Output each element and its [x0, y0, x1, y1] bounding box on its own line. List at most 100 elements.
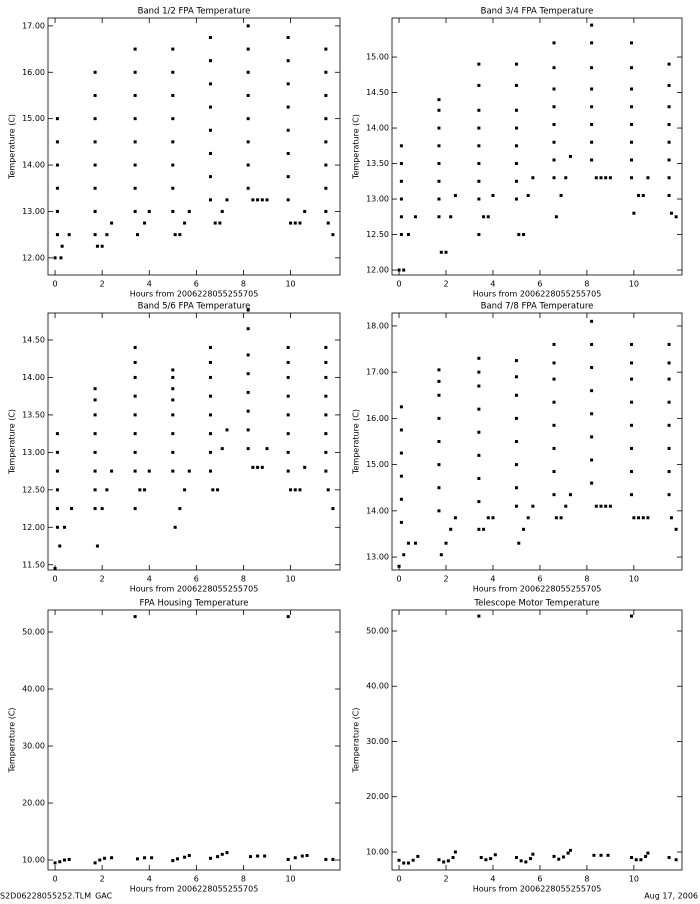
- point: [256, 198, 260, 202]
- footer-date: Aug 17, 2006: [644, 892, 698, 901]
- point: [667, 140, 671, 144]
- point: [599, 853, 603, 857]
- x-tick-label: 10: [629, 575, 639, 584]
- y-tick-label: 13.00: [22, 448, 45, 457]
- point: [324, 432, 328, 436]
- point: [667, 83, 671, 87]
- point: [183, 855, 187, 859]
- point: [93, 432, 97, 436]
- point: [251, 198, 255, 202]
- point: [105, 488, 109, 492]
- point: [220, 447, 224, 451]
- point: [260, 465, 264, 469]
- point: [246, 308, 250, 312]
- point: [171, 450, 175, 454]
- y-tick-label: 13.00: [366, 553, 389, 562]
- point: [437, 179, 441, 183]
- point: [514, 359, 518, 363]
- point: [331, 233, 335, 237]
- point: [444, 250, 448, 254]
- panel-title: Band 5/6 FPA Temperature: [138, 302, 251, 312]
- point: [477, 370, 481, 374]
- point: [93, 507, 97, 511]
- y-tick-label: 14.50: [22, 335, 45, 344]
- point: [289, 488, 293, 492]
- point: [554, 516, 558, 520]
- point: [133, 70, 137, 74]
- point: [674, 215, 678, 219]
- point: [286, 35, 290, 39]
- point: [552, 87, 556, 91]
- point: [150, 856, 154, 860]
- x-tick-label: 2: [443, 575, 448, 584]
- point: [486, 516, 490, 520]
- point: [260, 198, 264, 202]
- point: [590, 66, 594, 70]
- point: [171, 387, 175, 391]
- point: [477, 614, 481, 618]
- point: [437, 197, 441, 201]
- point: [103, 856, 107, 860]
- point: [324, 117, 328, 121]
- point: [246, 428, 250, 432]
- point: [246, 447, 250, 451]
- footer-file: S2D06228055252.TLM_GAC: [0, 892, 113, 901]
- point: [590, 366, 594, 370]
- point: [630, 377, 634, 381]
- x-tick-label: 2: [443, 875, 448, 884]
- point: [641, 516, 645, 520]
- point: [637, 193, 641, 197]
- point: [171, 93, 175, 97]
- point: [630, 856, 634, 860]
- point: [225, 851, 229, 855]
- point: [477, 407, 481, 411]
- point: [667, 377, 671, 381]
- point: [437, 440, 441, 443]
- point: [324, 394, 328, 398]
- point: [171, 375, 175, 379]
- point: [208, 198, 212, 202]
- point: [55, 450, 59, 454]
- point: [397, 858, 401, 862]
- point: [564, 504, 568, 508]
- y-tick-label: 12.00: [366, 266, 389, 275]
- point: [590, 41, 594, 45]
- point: [590, 481, 594, 485]
- point: [514, 463, 518, 467]
- point: [256, 465, 260, 469]
- point: [100, 244, 104, 248]
- point: [208, 375, 212, 379]
- point: [437, 98, 441, 102]
- x-tick-label: 8: [241, 575, 246, 584]
- point: [477, 162, 481, 166]
- point: [526, 516, 530, 520]
- point: [669, 211, 673, 215]
- point: [486, 215, 490, 219]
- point: [171, 117, 175, 121]
- point: [331, 857, 335, 861]
- point: [524, 860, 528, 864]
- y-tick-label: 12.00: [22, 253, 45, 262]
- point: [286, 469, 290, 473]
- point: [667, 446, 671, 450]
- point: [324, 140, 328, 144]
- point: [630, 470, 634, 474]
- point: [552, 854, 556, 858]
- point: [552, 361, 556, 365]
- point: [667, 158, 671, 162]
- y-tick-label: 14.00: [366, 124, 389, 133]
- point: [590, 342, 594, 346]
- point: [187, 853, 191, 857]
- point: [590, 319, 594, 323]
- y-tick-label: 20.00: [22, 799, 45, 808]
- x-tick-label: 0: [396, 575, 401, 584]
- point: [554, 215, 558, 219]
- x-tick-label: 6: [194, 875, 199, 884]
- point: [590, 412, 594, 416]
- x-axis-label: Hours from 2006228055255705: [473, 290, 602, 299]
- point: [55, 525, 59, 529]
- point: [402, 861, 406, 865]
- x-axis-label: Hours from 2006228055255705: [130, 885, 259, 894]
- point: [566, 851, 570, 855]
